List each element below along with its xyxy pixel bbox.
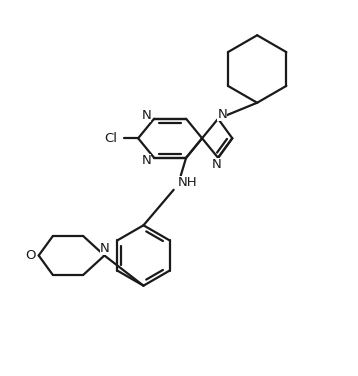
Text: O: O <box>26 249 36 262</box>
Text: N: N <box>212 158 221 171</box>
Text: N: N <box>141 154 151 167</box>
Text: N: N <box>100 242 109 255</box>
Text: NH: NH <box>177 176 197 189</box>
Text: Cl: Cl <box>104 132 117 145</box>
Text: N: N <box>217 108 227 121</box>
Text: N: N <box>141 109 151 123</box>
